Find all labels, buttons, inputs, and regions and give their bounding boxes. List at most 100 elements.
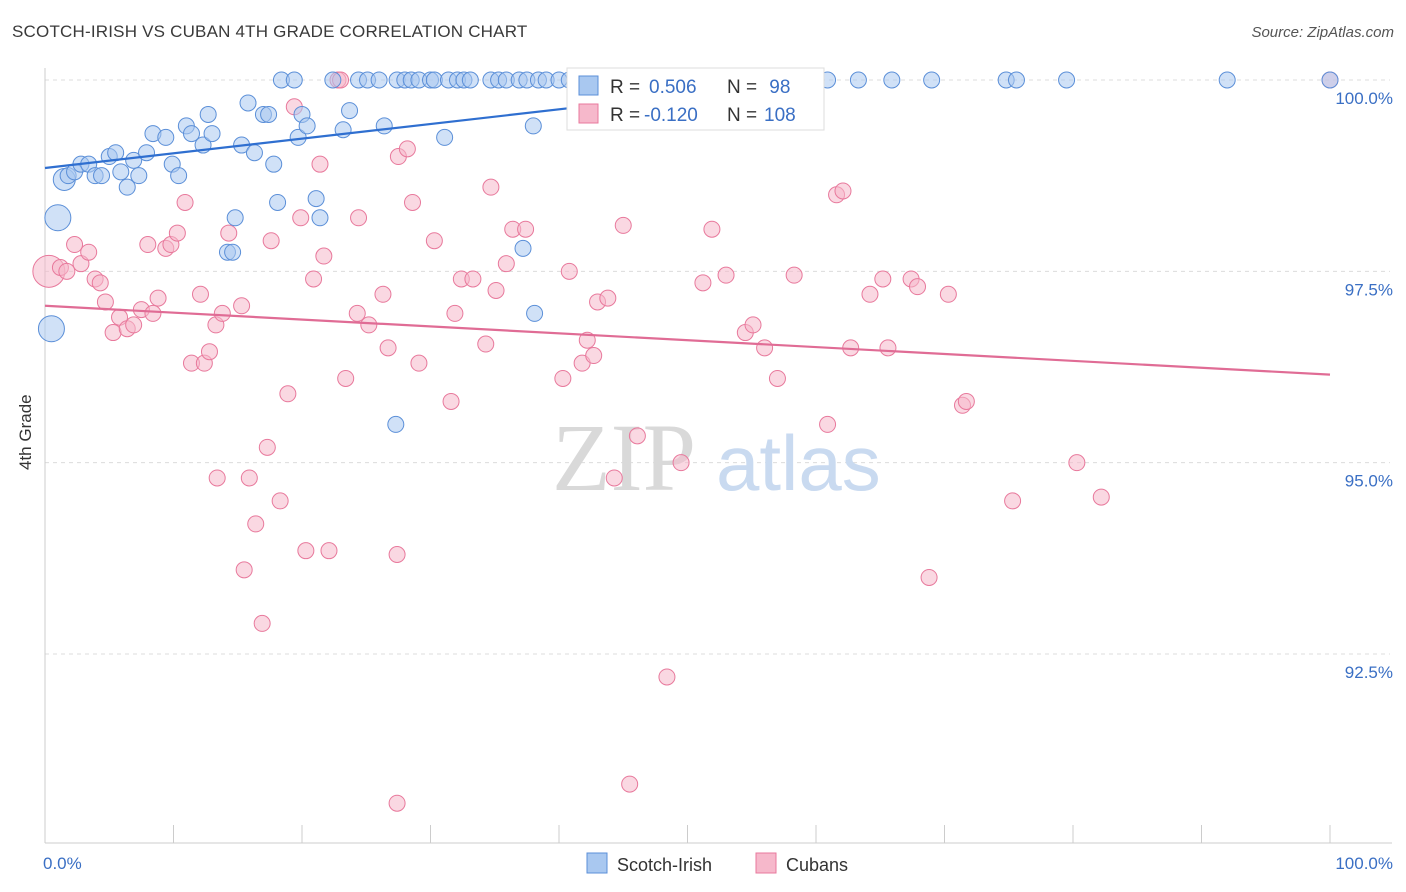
cuban-point-77	[628, 427, 646, 445]
x-tick-label-1: 100.0%	[1335, 854, 1393, 873]
cuban-point-39	[297, 542, 315, 560]
tick-labels: 92.5% 95.0% 97.5% 100.0% 0.0% 100.0%	[43, 89, 1393, 873]
cuban-points	[32, 71, 1339, 812]
scotch-point-66	[526, 304, 544, 322]
legend-label-scotch[interactable]: Scotch-Irish	[617, 855, 712, 875]
cuban-point-58	[446, 304, 464, 322]
cuban-point-28	[233, 297, 251, 315]
cuban-point-47	[350, 209, 368, 227]
scotch-point-23	[199, 105, 217, 123]
cuban-point-50	[379, 339, 397, 357]
cuban-point-9	[104, 324, 122, 342]
stats-legend: R = 0.506 N = 98 R = -0.120 N = 108	[566, 67, 825, 131]
cuban-point-7	[91, 274, 109, 292]
cuban-point-30	[240, 469, 258, 487]
legend-label-cuban[interactable]: Cubans	[786, 855, 848, 875]
cuban-point-86	[768, 369, 786, 387]
scotch-point-21	[182, 125, 200, 143]
series-legend: Scotch-Irish Cubans	[586, 852, 848, 875]
scotch-point-15	[138, 144, 156, 162]
cuban-point-56	[425, 232, 443, 250]
cuban-point-70	[578, 331, 596, 349]
cuban-point-22	[191, 285, 209, 303]
watermark-light: atlas	[716, 419, 881, 507]
legend-swatch-cuban[interactable]	[755, 852, 777, 874]
scotch-point-94	[883, 71, 901, 89]
scotch-point-100	[1321, 71, 1339, 89]
scotch-point-97	[1007, 71, 1025, 89]
cuban-point-3	[66, 236, 84, 254]
cuban-point-87	[785, 266, 803, 284]
cuban-point-62	[482, 178, 500, 196]
cuban-point-106	[208, 469, 226, 487]
cuban-point-16	[149, 289, 167, 307]
cuban-point-94	[879, 339, 897, 357]
axes	[44, 68, 1392, 844]
cuban-point-60	[464, 270, 482, 288]
scotch-point-29	[239, 94, 257, 112]
cuban-point-105	[388, 794, 406, 812]
cuban-point-12	[125, 316, 143, 334]
stats-n-value-scotch: 98	[764, 77, 790, 98]
y-tick-label-2: 97.5%	[1345, 280, 1393, 299]
stats-n-label-scotch: N =	[727, 77, 757, 98]
scotch-point-34	[269, 193, 287, 211]
scotch-point-41	[311, 209, 329, 227]
scotch-point-95	[923, 71, 941, 89]
cuban-point-45	[337, 369, 355, 387]
cuban-point-20	[176, 193, 194, 211]
cuban-point-34	[262, 232, 280, 250]
watermark: ZIP atlas	[552, 404, 881, 511]
scotch-point-48	[375, 117, 393, 135]
cuban-point-85	[756, 339, 774, 357]
watermark-bold: ZIP	[552, 404, 696, 511]
source-label: Source: ZipAtlas.com	[1251, 24, 1394, 41]
cuban-point-92	[861, 285, 879, 303]
legend-swatch-scotch[interactable]	[586, 852, 608, 874]
cuban-point-82	[717, 266, 735, 284]
scotch-point-44	[341, 102, 359, 120]
stats-r-label-scotch: R =	[610, 77, 640, 98]
cuban-point-101	[1004, 492, 1022, 510]
scotch-point-17	[157, 128, 175, 146]
scotch-point-55	[425, 71, 443, 89]
scotch-point-8	[93, 167, 111, 185]
cuban-point-54	[404, 193, 422, 211]
cuban-point-41	[311, 155, 329, 173]
cuban-point-43	[320, 542, 338, 560]
scotch-point-27	[226, 209, 244, 227]
scotch-point-26	[224, 243, 242, 261]
cuban-point-88	[819, 415, 837, 433]
cuban-point-27	[220, 224, 238, 242]
stats-r-value-scotch: 0.506	[649, 77, 697, 98]
cuban-point-103	[1092, 488, 1110, 506]
stats-n-value-cuban: 108	[764, 105, 796, 126]
grid-lines	[45, 79, 1390, 655]
cuban-point-74	[605, 469, 623, 487]
cuban-point-63	[487, 281, 505, 299]
cuban-trend-line	[44, 304, 1331, 376]
cuban-point-81	[703, 220, 721, 238]
cuban-point-15	[144, 304, 162, 322]
cuban-point-32	[253, 614, 271, 632]
cuban-point-78	[658, 668, 676, 686]
scotch-point-30	[245, 144, 263, 162]
chart-title: SCOTCH-IRISH VS CUBAN 4TH GRADE CORRELAT…	[12, 22, 528, 41]
cuban-point-100	[957, 392, 975, 410]
stats-n-label-cuban: N =	[727, 105, 757, 126]
cuban-point-31	[247, 515, 265, 533]
cuban-point-40	[305, 270, 323, 288]
cuban-point-55	[410, 354, 428, 372]
cuban-point-79	[672, 454, 690, 472]
scotch-point-33	[265, 155, 283, 173]
cuban-point-48	[360, 316, 378, 334]
cuban-point-73	[599, 289, 617, 307]
cuban-point-93	[874, 270, 892, 288]
cuban-point-61	[477, 335, 495, 353]
y-tick-label-1: 95.0%	[1345, 472, 1393, 491]
scotch-point-67	[524, 117, 542, 135]
scotch-point-14	[130, 167, 148, 185]
y-tick-label-0: 92.5%	[1345, 663, 1393, 682]
cuban-point-80	[694, 274, 712, 292]
cuban-point-68	[560, 262, 578, 280]
